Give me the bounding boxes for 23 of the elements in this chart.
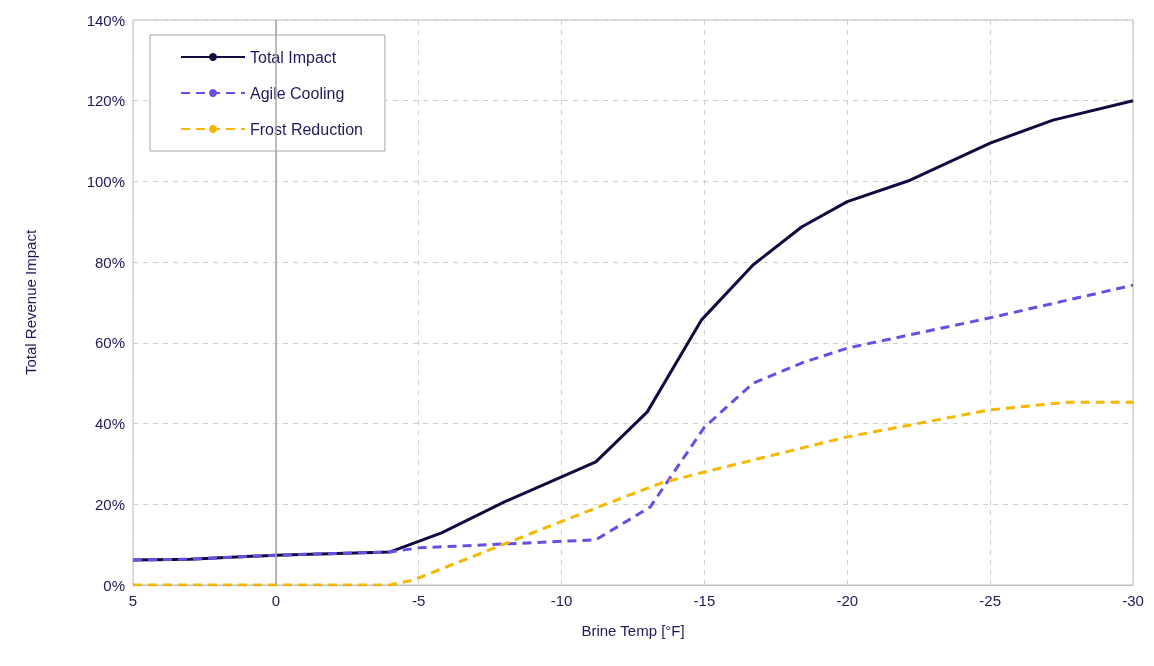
x-axis-title: Brine Temp [°F] [581,622,685,639]
x-tick-label: 0 [271,592,281,609]
y-tick-label: 20% [94,495,125,513]
x-tick-label: -30 [1122,592,1144,609]
legend-label: Agile Cooling [250,84,345,102]
x-tick-label: -20 [836,592,859,609]
y-tick-label: 40% [94,415,125,433]
y-tick-label: 120% [86,92,125,110]
legend-label: Total Impact [250,48,337,66]
x-tick-label: -5 [412,592,426,609]
y-tick-label: 60% [94,334,125,352]
line-series [131,400,1135,587]
y-tick-label: 100% [86,172,125,190]
y-axis-title: Total Revenue Impact [22,229,39,376]
x-tick-label: -15 [693,592,716,609]
x-tick-label: -10 [550,592,573,609]
line-series [131,283,1135,562]
y-tick-label: 140% [86,11,125,29]
y-tick-label: 0% [103,576,125,594]
legend-label: Frost Reduction [250,120,363,138]
x-tick-label: 5 [128,592,138,609]
x-tick-label: -25 [979,592,1001,609]
y-tick-label: 80% [94,253,125,271]
